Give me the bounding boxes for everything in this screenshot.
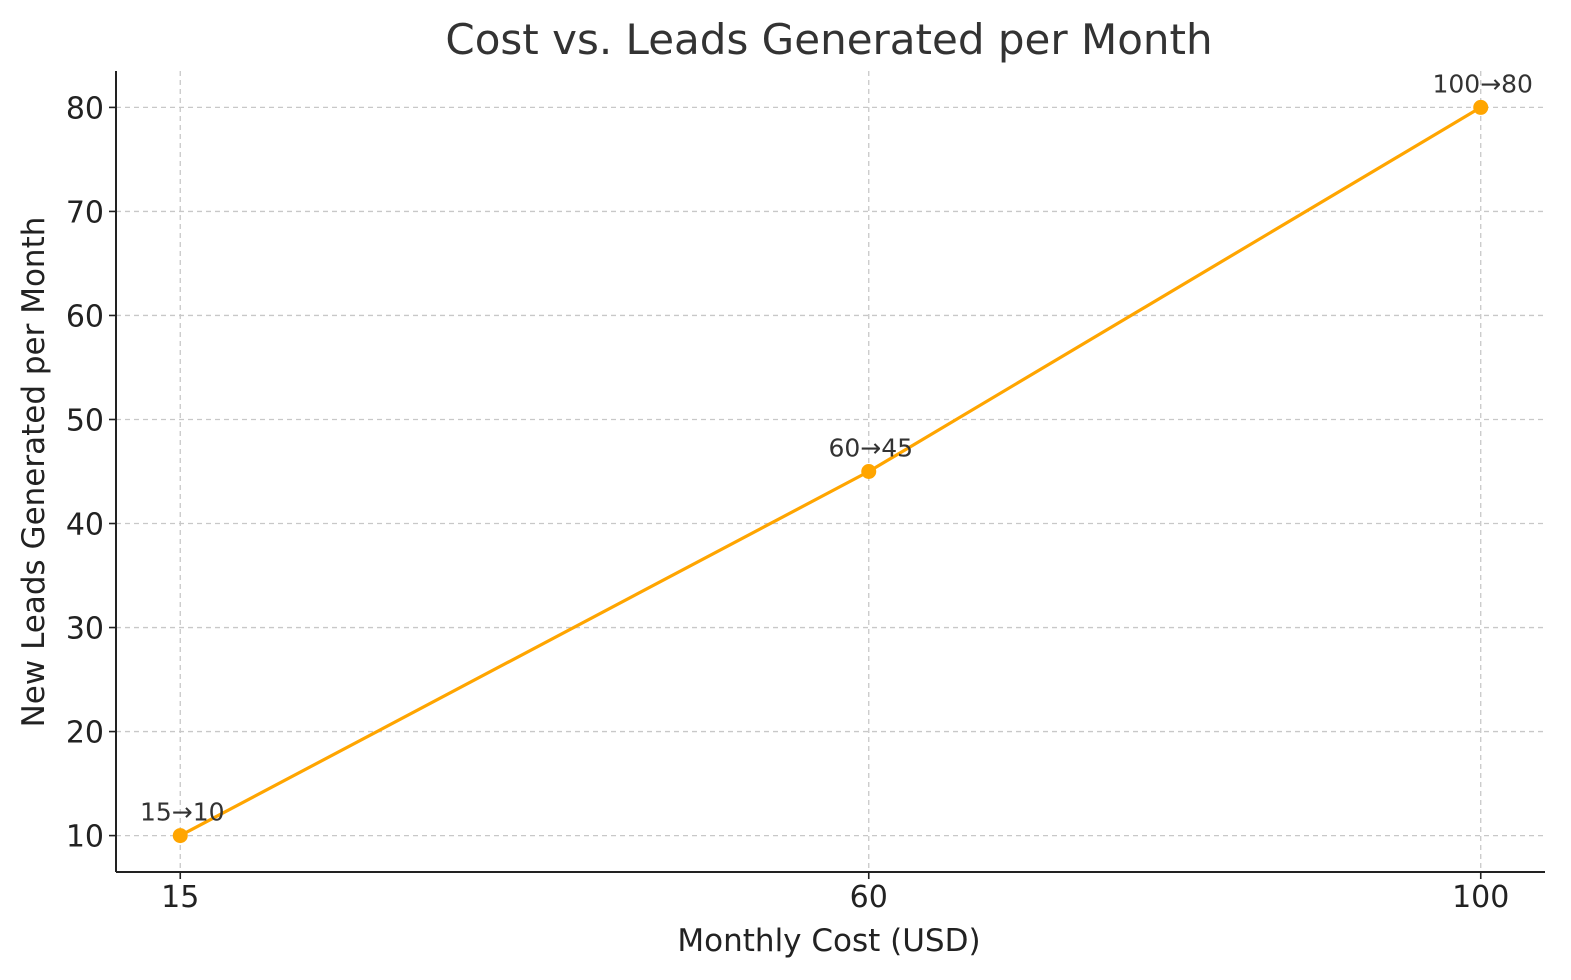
x-tick-label: 60 — [850, 880, 888, 915]
chart-title: Cost vs. Leads Generated per Month — [445, 15, 1212, 64]
axes — [115, 71, 1545, 873]
series — [172, 99, 1489, 844]
data-point — [1473, 99, 1489, 115]
y-tick-label: 30 — [66, 612, 104, 647]
y-tick-label: 70 — [66, 195, 104, 230]
data-labels: 15→10 60→45 100→80 — [140, 69, 1533, 826]
y-tick-label: 40 — [66, 508, 104, 543]
x-axis-label: Monthly Cost (USD) — [677, 923, 980, 959]
y-tick-label: 20 — [66, 716, 104, 751]
data-label: 15→10 — [140, 798, 225, 827]
y-tick-label: 60 — [66, 299, 104, 334]
x-tick-label: 15 — [161, 880, 199, 915]
y-tick-label: 50 — [66, 403, 104, 438]
data-point — [172, 828, 188, 844]
y-tick-label: 10 — [66, 820, 104, 855]
data-point — [861, 464, 877, 479]
data-label: 100→80 — [1432, 69, 1532, 98]
y-axis-label: New Leads Generated per Month — [16, 217, 52, 728]
y-tick-label: 80 — [66, 91, 104, 126]
data-label: 60→45 — [828, 434, 913, 463]
series-line — [179, 106, 1482, 838]
grid — [116, 71, 1545, 872]
ticks: 10 20 30 40 50 60 70 80 15 60 100 — [66, 91, 1510, 915]
x-tick-label: 100 — [1452, 880, 1509, 915]
